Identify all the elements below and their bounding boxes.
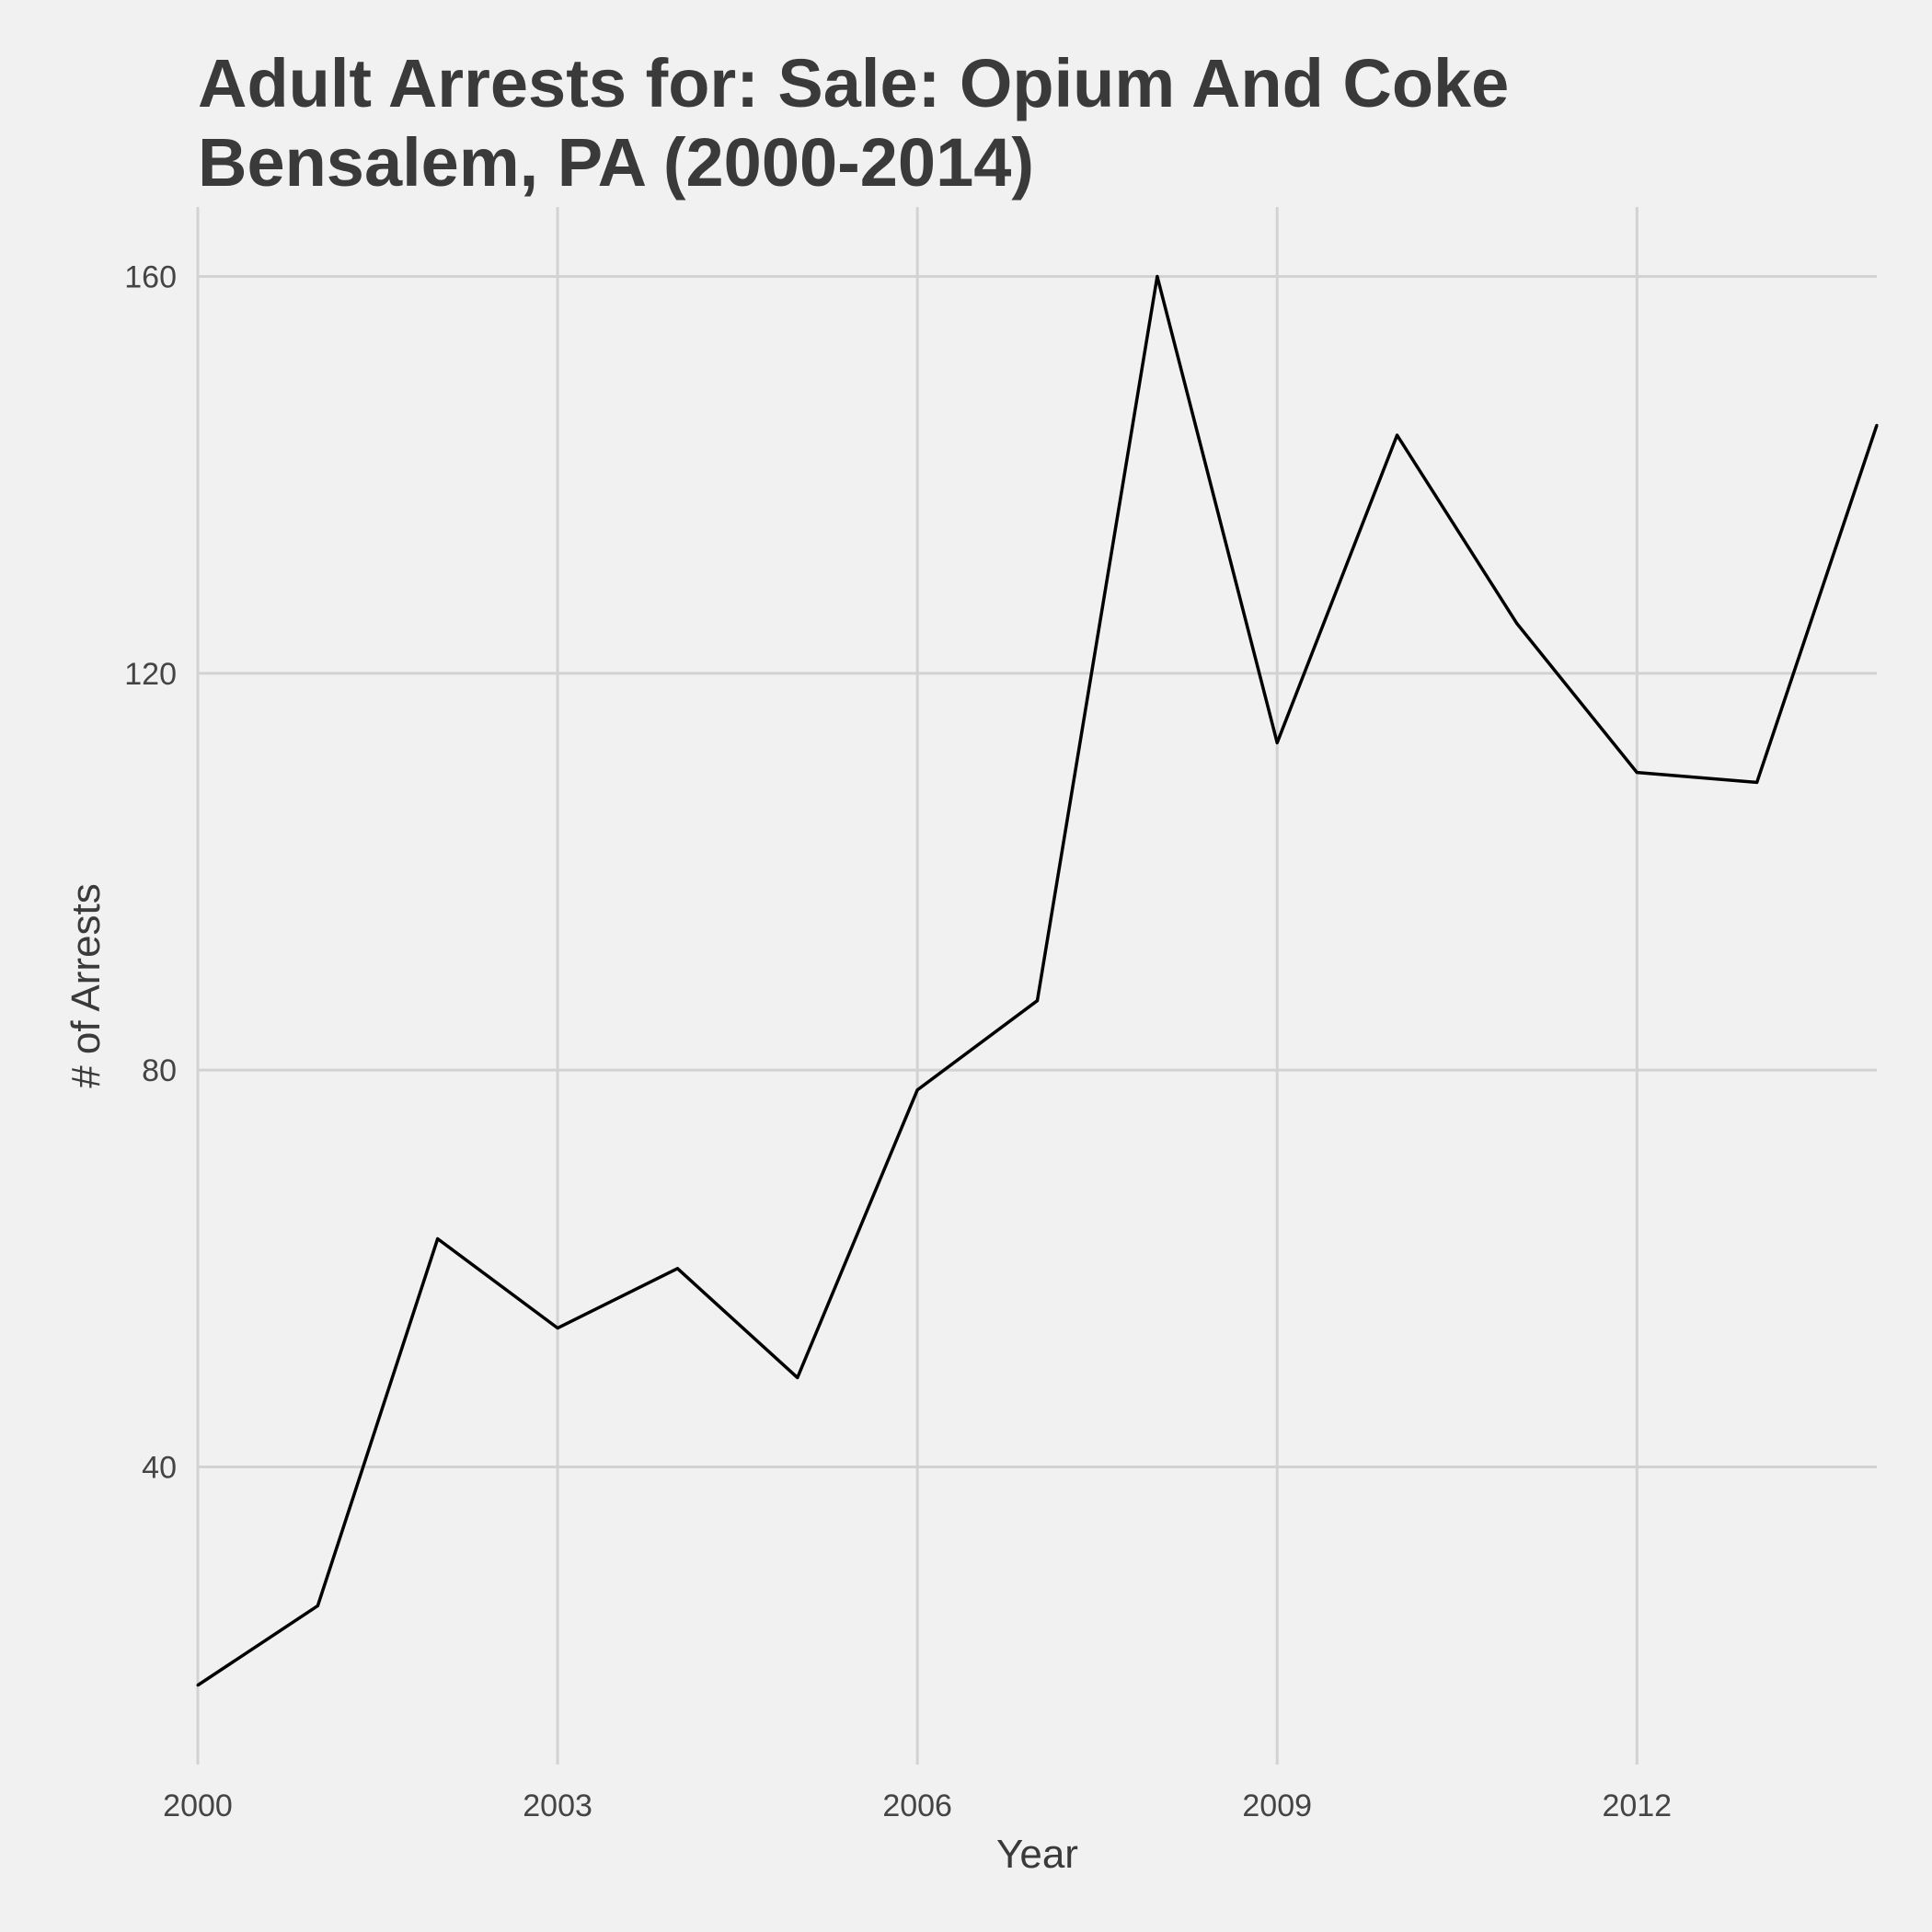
data-point: [436, 1236, 440, 1240]
grid-lines: [196, 207, 1877, 1765]
y-tick-label: 120: [124, 657, 177, 692]
data-point: [1396, 433, 1399, 437]
x-tick-label: 2000: [163, 1788, 233, 1823]
data-point: [556, 1327, 559, 1330]
data-point: [1635, 771, 1639, 775]
y-tick-label: 160: [124, 259, 177, 294]
y-axis: 40 80 120 160: [124, 259, 177, 1485]
data-point: [1875, 423, 1879, 427]
data-point: [1156, 274, 1159, 278]
data-point: [1036, 999, 1039, 1003]
data-point: [1515, 622, 1519, 626]
chart-title-line-1: Adult Arrests for: Sale: Opium And Coke: [198, 45, 1510, 121]
x-axis: 2000 2003 2006 2009 2012: [163, 1788, 1672, 1823]
data-point: [1275, 741, 1279, 744]
data-point: [796, 1375, 799, 1379]
y-tick-label: 80: [142, 1053, 177, 1088]
x-tick-label: 2003: [523, 1788, 592, 1823]
x-axis-title: Year: [996, 1832, 1078, 1877]
x-tick-label: 2012: [1602, 1788, 1672, 1823]
data-point: [1755, 780, 1759, 784]
data-point: [915, 1088, 919, 1092]
series-line-0: [197, 274, 1879, 1687]
data-point: [316, 1604, 319, 1607]
x-tick-label: 2006: [882, 1788, 952, 1823]
data-point: [196, 1684, 200, 1687]
y-tick-label: 40: [142, 1450, 177, 1485]
chart-title-line-2: Bensalem, PA (2000-2014): [198, 124, 1035, 201]
data-point: [675, 1267, 679, 1271]
series-layer: [196, 274, 1879, 1687]
chart-title: Adult Arrests for: Sale: Opium And Coke …: [198, 44, 1509, 202]
x-tick-label: 2009: [1242, 1788, 1312, 1823]
y-axis-title: # of Arrests: [63, 883, 109, 1088]
